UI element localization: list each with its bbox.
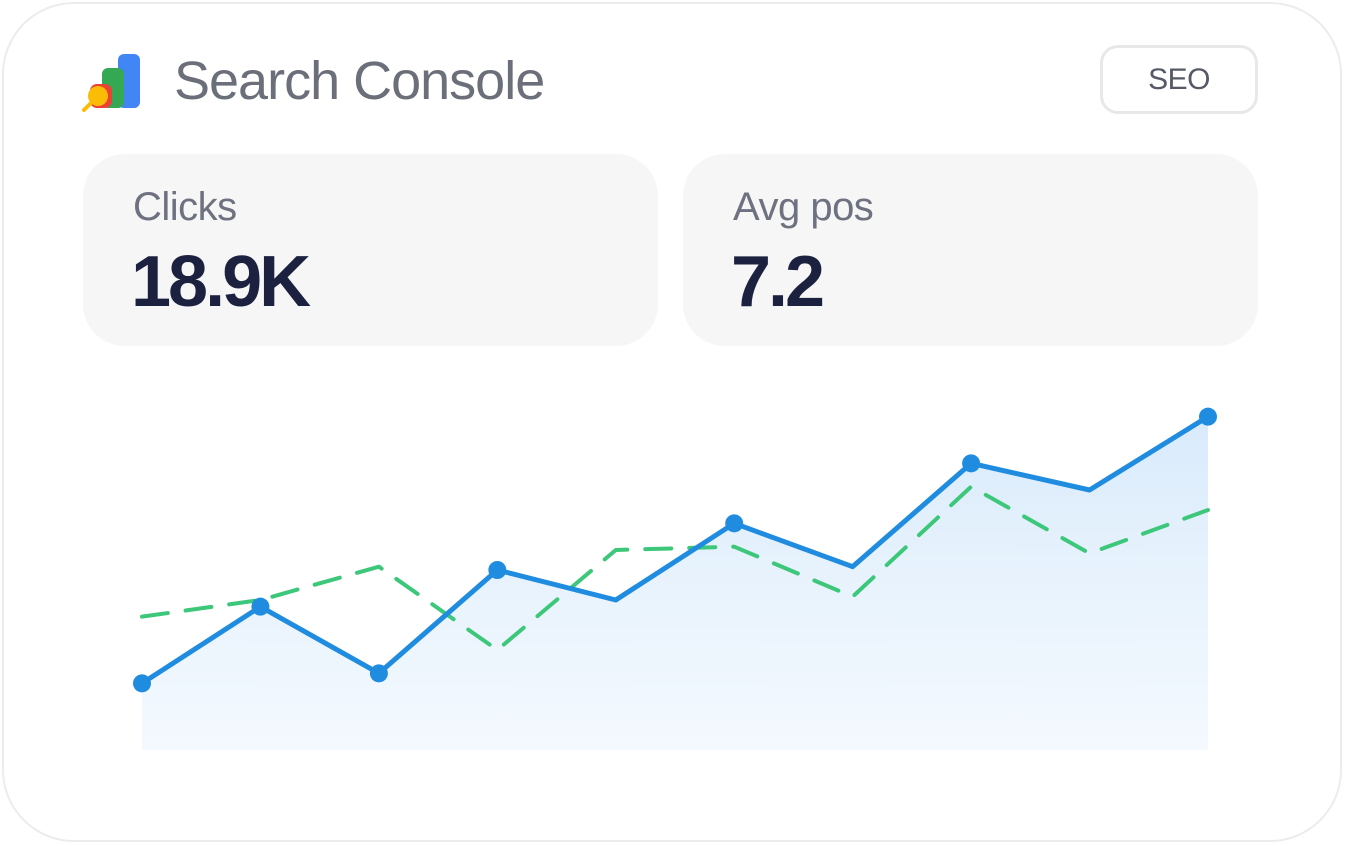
avg-pos-value: 7.2 bbox=[731, 242, 825, 322]
app-title: Search Console bbox=[174, 51, 545, 111]
clicks-value: 18.9K bbox=[131, 242, 311, 322]
seo-tag-button[interactable]: SEO bbox=[1100, 45, 1258, 114]
clicks-stat-card: Clicks 18.9K bbox=[83, 154, 658, 346]
primary-series-point bbox=[725, 514, 744, 533]
clicks-label: Clicks bbox=[133, 185, 237, 229]
primary-series-line bbox=[139, 414, 1211, 686]
primary-series-point bbox=[1199, 407, 1217, 426]
secondary-series-line bbox=[140, 484, 1210, 652]
primary-series-point bbox=[962, 454, 981, 473]
primary-series-point bbox=[133, 674, 151, 693]
search-console-logo-icon bbox=[82, 54, 140, 112]
avg-pos-label: Avg pos bbox=[733, 185, 874, 229]
primary-series-point bbox=[251, 597, 270, 616]
primary-series-area bbox=[142, 416, 1208, 750]
primary-series-point bbox=[488, 561, 507, 579]
primary-series-point bbox=[369, 664, 388, 683]
avg-pos-stat-card: Avg pos 7.2 bbox=[683, 154, 1258, 346]
